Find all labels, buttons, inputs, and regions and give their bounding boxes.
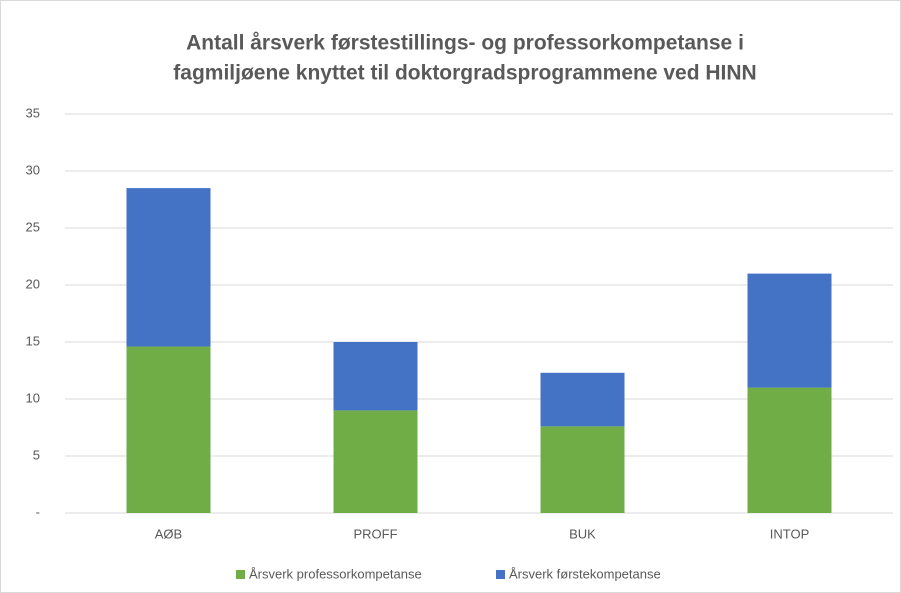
y-tick-label: 5 [33,447,40,462]
y-tick-label: 20 [26,276,40,291]
chart-title: Antall årsverk førstestillings- og profe… [186,32,744,55]
y-tick-label: - [36,504,40,519]
x-tick-label: AØB [155,526,182,541]
legend-label: Årsverk professorkompetanse [249,566,422,581]
y-tick-label: 35 [26,105,40,120]
chart-title: fagmiljøene knyttet til doktorgradsprogr… [173,62,756,85]
bar-segment [747,273,832,388]
x-tick-label: INTOP [770,526,810,541]
bar-segment [333,410,418,513]
bar-segment [540,372,625,427]
y-tick-label: 15 [26,333,40,348]
legend-swatch [236,570,245,579]
legend-label: Årsverk førstekompetanse [509,566,661,581]
bar-segment [747,387,832,513]
y-tick-label: 10 [26,390,40,405]
y-tick-label: 30 [26,162,40,177]
bar-segment [126,188,211,347]
x-tick-label: PROFF [353,526,397,541]
bar-segment [126,346,211,513]
bar-segment [540,426,625,513]
x-tick-label: BUK [569,526,596,541]
legend-swatch [496,570,505,579]
y-tick-label: 25 [26,219,40,234]
bar-segment [333,342,418,411]
